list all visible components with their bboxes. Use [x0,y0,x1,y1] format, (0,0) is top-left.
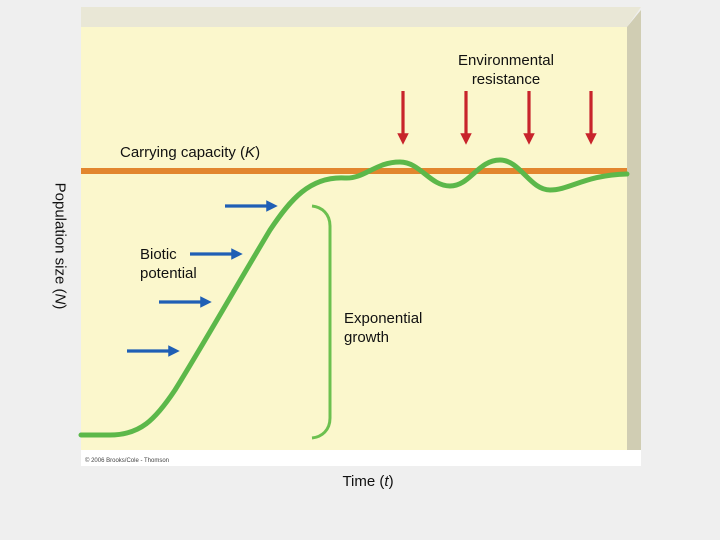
environmental-resistance-line1: Environmental [458,52,554,69]
y-axis-label: Population size (N) [51,166,70,326]
carrying-capacity-prefix: Carrying capacity ( [120,144,246,161]
y-axis-symbol: N [51,293,69,305]
environmental-resistance-arrows [397,91,597,145]
carrying-capacity-suffix: ) [255,144,261,161]
x-axis-suffix: ) [388,473,394,490]
y-axis-suffix: ) [51,304,69,310]
carrying-capacity-label: Carrying capacity (K) [120,143,260,162]
exponential-growth-line2: growth [344,329,390,346]
biotic-potential-line1: Biotic [140,246,177,263]
biotic-potential-line2: potential [140,265,197,282]
biotic-potential-label: Biotic potential [140,245,197,283]
growth-curve [78,157,630,438]
exponential-growth-label: Exponential growth [344,309,422,347]
x-axis-prefix: Time ( [342,473,385,490]
y-axis-prefix: Population size ( [51,182,69,294]
exponential-growth-line1: Exponential [344,310,423,327]
x-axis-label: Time (t) [300,472,436,491]
panel-side [627,10,641,466]
copyright-notice: © 2006 Brooks/Cole - Thomson [85,458,170,464]
environmental-resistance-line2: resistance [471,71,541,88]
panel-top-edge [81,7,641,27]
panel-bottom-strip [81,450,641,466]
x-axis-symbol: t [384,473,389,490]
panel-face [81,27,627,450]
carrying-capacity-symbol: K [245,144,256,161]
exponential-growth-bracket [311,204,332,440]
environmental-resistance-label: Environmental resistance [428,51,584,89]
biotic-potential-arrows [127,200,278,357]
